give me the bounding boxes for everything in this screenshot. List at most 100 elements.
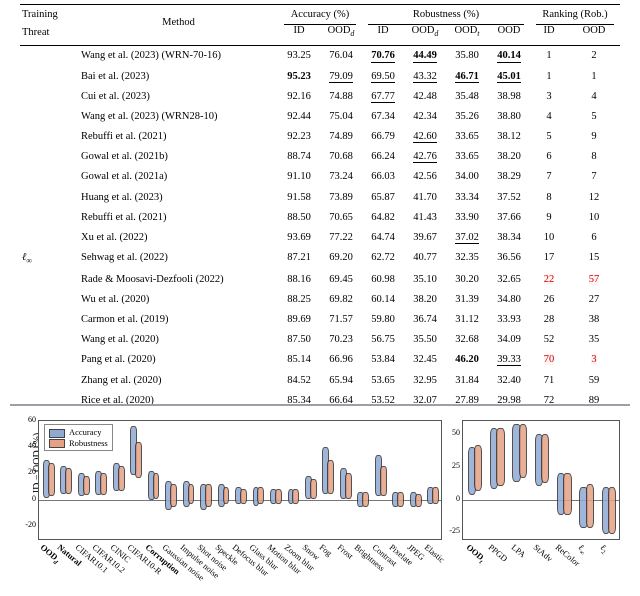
cell: 33.90 bbox=[446, 211, 488, 225]
cell: 41.43 bbox=[404, 211, 446, 225]
cell: 35.26 bbox=[446, 110, 488, 124]
cell: 34.00 bbox=[446, 170, 488, 184]
cell: 32.40 bbox=[488, 374, 530, 388]
x-tick: LPA bbox=[509, 542, 527, 559]
cell: 1 bbox=[568, 70, 620, 84]
method-name: Gowal et al. (2021b) bbox=[79, 148, 278, 166]
y-tick: 0 bbox=[18, 494, 36, 503]
cell: 37.66 bbox=[488, 211, 530, 225]
cell: 64.74 bbox=[362, 231, 404, 245]
y-tick: 50 bbox=[442, 428, 460, 437]
cell: 43.32 bbox=[404, 70, 446, 84]
cell: 38.12 bbox=[488, 130, 530, 144]
cell: 59 bbox=[568, 374, 620, 388]
cell: 38.20 bbox=[488, 150, 530, 164]
table-row: Wu et al. (2020)88.2569.8260.1438.2031.3… bbox=[20, 290, 620, 310]
cell: 38.34 bbox=[488, 231, 530, 245]
cell: 93.69 bbox=[278, 231, 320, 245]
cell: 88.74 bbox=[278, 150, 320, 164]
cell: 32.68 bbox=[446, 333, 488, 347]
cell: 70.65 bbox=[320, 211, 362, 225]
cell: 71.57 bbox=[320, 313, 362, 327]
hdr-acc-id: ID bbox=[278, 24, 320, 42]
cell: 56.75 bbox=[362, 333, 404, 347]
cell: 31.39 bbox=[446, 293, 488, 307]
legend-swatch-accuracy bbox=[49, 429, 65, 438]
method-name: Wang et al. (2023) (WRN-70-16) bbox=[79, 47, 278, 65]
cell: 5 bbox=[568, 110, 620, 124]
method-name: Xu et al. (2022) bbox=[79, 229, 278, 247]
method-name: Wang et al. (2023) (WRN28-10) bbox=[79, 108, 278, 126]
cell: 3 bbox=[530, 90, 568, 104]
y-tick: 0 bbox=[442, 494, 460, 503]
legend-accuracy: Accuracy bbox=[49, 427, 108, 438]
cell: 40.14 bbox=[488, 49, 530, 63]
cell: 70.76 bbox=[362, 49, 404, 63]
hdr-acc-oodd: OODd bbox=[320, 24, 362, 42]
cell: 53.65 bbox=[362, 374, 404, 388]
cell: 42.48 bbox=[404, 90, 446, 104]
hdr-method: Method bbox=[79, 13, 278, 32]
cell: 66.03 bbox=[362, 170, 404, 184]
cell: 65.87 bbox=[362, 191, 404, 205]
table-row: Rade & Moosavi-Dezfooli (2022)88.1669.45… bbox=[20, 270, 620, 290]
method-name: Sehwag et al. (2022) bbox=[79, 249, 278, 267]
x-tick: StAdv bbox=[532, 542, 555, 564]
violin bbox=[153, 473, 160, 499]
hdr-accuracy: Accuracy (%) bbox=[278, 5, 362, 24]
method-name: Cui et al. (2023) bbox=[79, 88, 278, 106]
cell: 38.98 bbox=[488, 90, 530, 104]
cell: 46.71 bbox=[446, 70, 488, 84]
cell: 10 bbox=[530, 231, 568, 245]
cell: 66.79 bbox=[362, 130, 404, 144]
cell: 30.20 bbox=[446, 273, 488, 287]
training-threat-label: ℓ∞ bbox=[20, 249, 79, 269]
cell: 41.70 bbox=[404, 191, 446, 205]
cell: 73.24 bbox=[320, 170, 362, 184]
y-tick: 25 bbox=[442, 461, 460, 470]
cell: 38.20 bbox=[404, 293, 446, 307]
page: { "table": { "header": { "training": "Tr… bbox=[0, 0, 640, 596]
chart-panel: ID − OOD (%) -200204060 OODdNaturalCIFAR… bbox=[10, 404, 630, 591]
table-row: Gowal et al. (2021b)88.7470.6866.2442.76… bbox=[20, 147, 620, 167]
cell: 42.34 bbox=[404, 110, 446, 124]
table-row: ℓ∞Sehwag et al. (2022)87.2169.2062.7240.… bbox=[20, 248, 620, 270]
x-tick: Elastic bbox=[423, 542, 447, 565]
table-row: Pang et al. (2020)85.1466.9653.8432.4546… bbox=[20, 350, 620, 370]
cell: 12 bbox=[568, 191, 620, 205]
cell: 66.96 bbox=[320, 353, 362, 367]
cell: 32.35 bbox=[446, 251, 488, 265]
table-header: Training Method Accuracy (%) Robustness … bbox=[20, 4, 620, 46]
violin bbox=[327, 460, 334, 493]
method-name: Zhang et al. (2020) bbox=[79, 372, 278, 390]
violin bbox=[170, 484, 177, 507]
hdr-rob-oodt: OODt bbox=[446, 24, 488, 42]
cell: 69.45 bbox=[320, 273, 362, 287]
cell: 88.25 bbox=[278, 293, 320, 307]
cell: 39.67 bbox=[404, 231, 446, 245]
method-name: Carmon et al. (2019) bbox=[79, 311, 278, 329]
method-name: Rebuffi et al. (2021) bbox=[79, 128, 278, 146]
cell: 35.80 bbox=[446, 49, 488, 63]
violin bbox=[362, 492, 369, 507]
violin bbox=[223, 487, 230, 505]
violin bbox=[345, 473, 352, 499]
hdr-training: Training bbox=[20, 5, 79, 24]
legend-robustness: Robustness bbox=[49, 438, 108, 449]
cell: 32.65 bbox=[488, 273, 530, 287]
violin bbox=[586, 484, 594, 528]
cell: 34.09 bbox=[488, 333, 530, 347]
hdr-rank-id: ID bbox=[530, 24, 568, 42]
cell: 87.50 bbox=[278, 333, 320, 347]
cell: 28 bbox=[530, 313, 568, 327]
cell: 44.49 bbox=[404, 49, 446, 63]
violin bbox=[188, 484, 195, 504]
y-tick: 20 bbox=[18, 467, 36, 476]
cell: 69.20 bbox=[320, 251, 362, 265]
x-tick: OODt bbox=[463, 542, 487, 565]
cell: 69.82 bbox=[320, 293, 362, 307]
cell: 32.95 bbox=[404, 374, 446, 388]
cell: 22 bbox=[530, 273, 568, 287]
cell: 42.56 bbox=[404, 170, 446, 184]
cell: 5 bbox=[530, 130, 568, 144]
